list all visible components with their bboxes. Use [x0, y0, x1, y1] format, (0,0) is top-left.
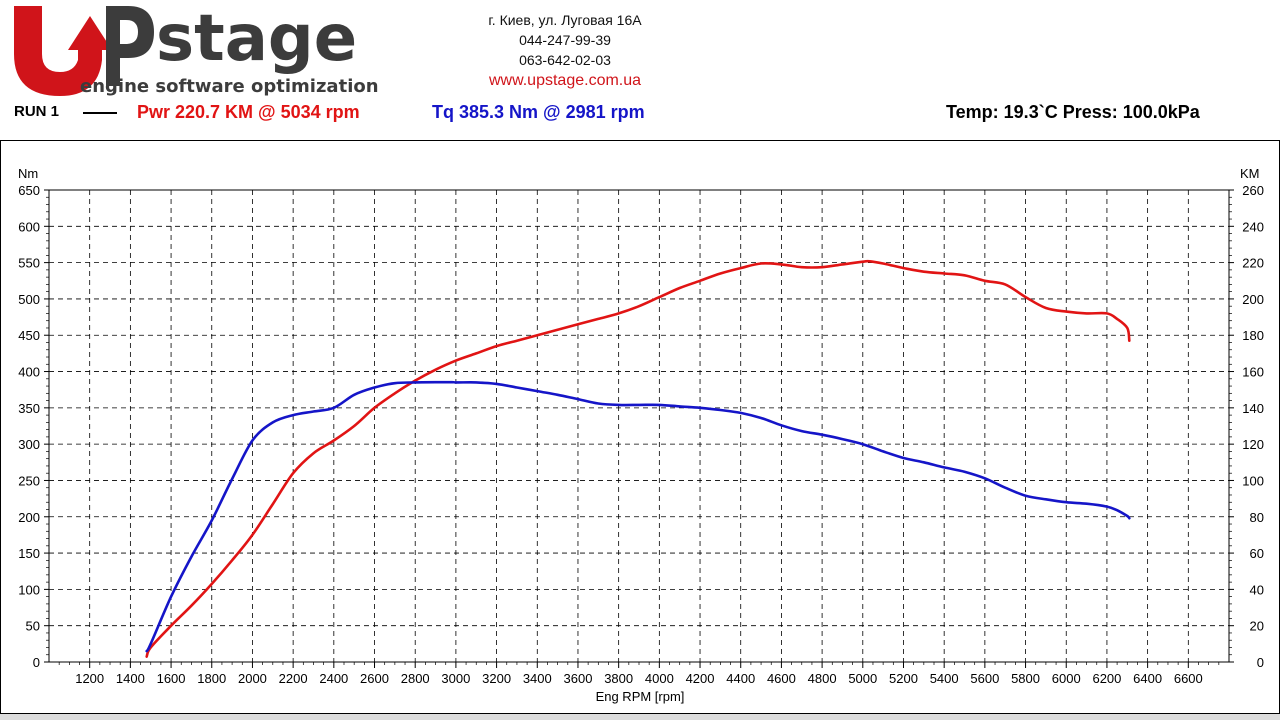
website-link[interactable]: www.upstage.com.ua	[488, 72, 642, 89]
upstage-logo: stage engine software optimization	[14, 2, 379, 97]
y-left-tick-label: 100	[18, 582, 40, 597]
y-left-tick-label: 300	[18, 437, 40, 452]
x-tick-label: 2600	[360, 671, 389, 686]
x-tick-label: 1400	[116, 671, 145, 686]
x-tick-label: 3400	[523, 671, 552, 686]
run-summary-bar: RUN 1 Pwr 220.7 KM @ 5034 rpm Tq 385.3 N…	[0, 100, 1280, 126]
y-left-tick-label: 350	[18, 401, 40, 416]
y-left-tick-label: 600	[18, 219, 40, 234]
y-left-tick-label: 200	[18, 510, 40, 525]
run-legend-line	[83, 112, 117, 114]
y-right-tick-label: 100	[1242, 473, 1264, 488]
phone-1: 044-247-99-39	[519, 32, 611, 48]
y-right-tick-label: 40	[1250, 582, 1264, 597]
y-right-tick-label: 160	[1242, 365, 1264, 380]
plot-border	[48, 189, 1230, 663]
series-lines	[145, 259, 1131, 658]
torque-summary: Tq 385.3 Nm @ 2981 rpm	[432, 102, 645, 122]
x-tick-label: 6200	[1092, 671, 1121, 686]
x-tick-label: 2200	[279, 671, 308, 686]
phone-2: 063-642-02-03	[519, 52, 611, 68]
y-right-tick-label: 20	[1250, 619, 1264, 634]
y-right-tick-label: 140	[1242, 401, 1264, 416]
logo-tagline: engine software optimization	[80, 76, 379, 97]
logo-p-shape	[106, 6, 154, 86]
torque-curve	[145, 380, 1131, 653]
y-axis-right-label: KM	[1240, 166, 1260, 181]
x-tick-label: 3600	[564, 671, 593, 686]
y-right-tick-label: 240	[1242, 219, 1264, 234]
contact-block: г. Киев, ул. Луговая 16А 044-247-99-39 0…	[430, 10, 700, 92]
x-tick-label: 4400	[726, 671, 755, 686]
x-tick-label: 4200	[686, 671, 715, 686]
x-tick-label: 5800	[1011, 671, 1040, 686]
y-left-tick-label: 650	[18, 183, 40, 198]
x-axis-label: Eng RPM [rpm]	[596, 689, 685, 704]
grid	[48, 189, 1230, 663]
x-tick-label: 6600	[1174, 671, 1203, 686]
y-left-tick-label: 550	[18, 256, 40, 271]
x-tick-label: 6000	[1052, 671, 1081, 686]
logo-wordmark: stage	[156, 2, 357, 76]
y-right-tick-label: 60	[1250, 546, 1264, 561]
x-tick-label: 2000	[238, 671, 267, 686]
conditions-summary: Temp: 19.3`C Press: 100.0kPa	[946, 102, 1200, 122]
y-left-tick-label: 500	[18, 292, 40, 307]
power-summary: Pwr 220.7 KM @ 5034 rpm	[137, 102, 360, 122]
y-right-tick-label: 200	[1242, 292, 1264, 307]
y-left-tick-label: 400	[18, 365, 40, 380]
y-right-tick-label: 0	[1257, 655, 1264, 670]
y-right-tick-label: 220	[1242, 256, 1264, 271]
x-tick-label: 5600	[970, 671, 999, 686]
logo-u-shape	[14, 6, 112, 96]
y-left-tick-label: 0	[33, 655, 40, 670]
ticks: 0 50 100 150 200 250 300 350 400 450 500 550 600 650 0…	[18, 183, 1264, 686]
x-tick-label: 3800	[604, 671, 633, 686]
y-left-tick-label: 450	[18, 328, 40, 343]
x-tick-label: 2800	[401, 671, 430, 686]
y-left-tick-label: 250	[18, 473, 40, 488]
y-right-tick-label: 80	[1250, 510, 1264, 525]
y-right-tick-label: 120	[1242, 437, 1264, 452]
x-tick-label: 3000	[441, 671, 470, 686]
x-tick-label: 1200	[75, 671, 104, 686]
x-tick-label: 6400	[1133, 671, 1162, 686]
bottom-strip	[0, 714, 1280, 720]
y-right-tick-label: 260	[1242, 183, 1264, 198]
run-label: RUN 1	[14, 103, 60, 120]
power-curve	[145, 259, 1131, 658]
y-axis-left-label: Nm	[18, 166, 38, 181]
y-left-tick-label: 150	[18, 546, 40, 561]
x-tick-label: 2400	[319, 671, 348, 686]
address-text: г. Киев, ул. Луговая 16А	[488, 12, 642, 28]
x-tick-label: 4000	[645, 671, 674, 686]
y-right-tick-label: 180	[1242, 328, 1264, 343]
x-tick-label: 5000	[848, 671, 877, 686]
x-tick-label: 1800	[197, 671, 226, 686]
x-tick-label: 5200	[889, 671, 918, 686]
y-left-tick-label: 50	[26, 619, 40, 634]
x-tick-label: 5400	[930, 671, 959, 686]
x-tick-label: 4800	[808, 671, 837, 686]
x-tick-label: 4600	[767, 671, 796, 686]
x-tick-label: 3200	[482, 671, 511, 686]
x-tick-label: 1600	[157, 671, 186, 686]
